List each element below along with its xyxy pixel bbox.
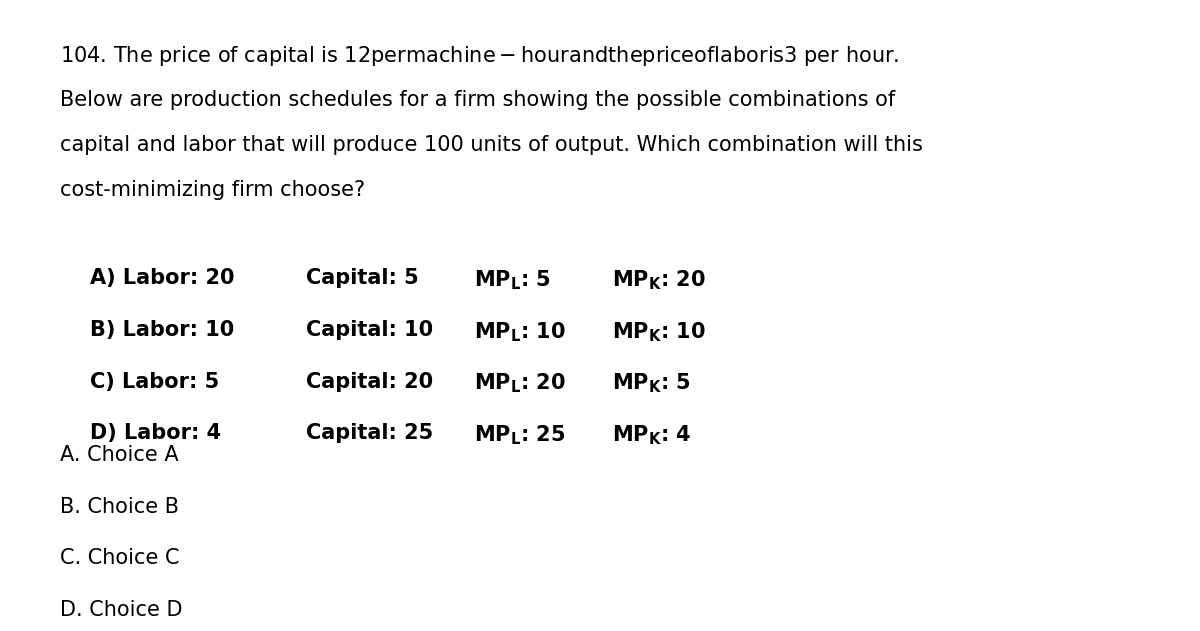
- Text: cost-minimizing firm choose?: cost-minimizing firm choose?: [60, 180, 365, 201]
- Text: B) Labor: 10: B) Labor: 10: [90, 320, 234, 340]
- Text: A. Choice A: A. Choice A: [60, 445, 179, 465]
- Text: 104. The price of capital is $12 per machine-hour and the price of labor is $3 p: 104. The price of capital is $12 per mac…: [60, 44, 899, 68]
- Text: $\mathbf{MP_L}$: 5: $\mathbf{MP_L}$: 5: [474, 268, 551, 292]
- Text: Capital: 25: Capital: 25: [306, 423, 433, 444]
- Text: Capital: 10: Capital: 10: [306, 320, 433, 340]
- Text: D. Choice D: D. Choice D: [60, 600, 182, 620]
- Text: $\mathbf{MP_L}$: 10: $\mathbf{MP_L}$: 10: [474, 320, 566, 343]
- Text: Capital: 5: Capital: 5: [306, 268, 419, 288]
- Text: $\mathbf{MP_L}$: 25: $\mathbf{MP_L}$: 25: [474, 423, 565, 447]
- Text: D) Labor: 4: D) Labor: 4: [90, 423, 221, 444]
- Text: B. Choice B: B. Choice B: [60, 497, 179, 517]
- Text: A) Labor: 20: A) Labor: 20: [90, 268, 234, 288]
- Text: C) Labor: 5: C) Labor: 5: [90, 372, 220, 392]
- Text: $\mathbf{MP_K}$: 4: $\mathbf{MP_K}$: 4: [612, 423, 691, 447]
- Text: $\mathbf{MP_K}$: 5: $\mathbf{MP_K}$: 5: [612, 372, 691, 395]
- Text: capital and labor that will produce 100 units of output. Which combination will : capital and labor that will produce 100 …: [60, 135, 923, 155]
- Text: C. Choice C: C. Choice C: [60, 548, 180, 569]
- Text: Capital: 20: Capital: 20: [306, 372, 433, 392]
- Text: Below are production schedules for a firm showing the possible combinations of: Below are production schedules for a fir…: [60, 90, 895, 110]
- Text: $\mathbf{MP_K}$: 20: $\mathbf{MP_K}$: 20: [612, 268, 706, 292]
- Text: $\mathbf{MP_L}$: 20: $\mathbf{MP_L}$: 20: [474, 372, 566, 395]
- Text: $\mathbf{MP_K}$: 10: $\mathbf{MP_K}$: 10: [612, 320, 706, 343]
